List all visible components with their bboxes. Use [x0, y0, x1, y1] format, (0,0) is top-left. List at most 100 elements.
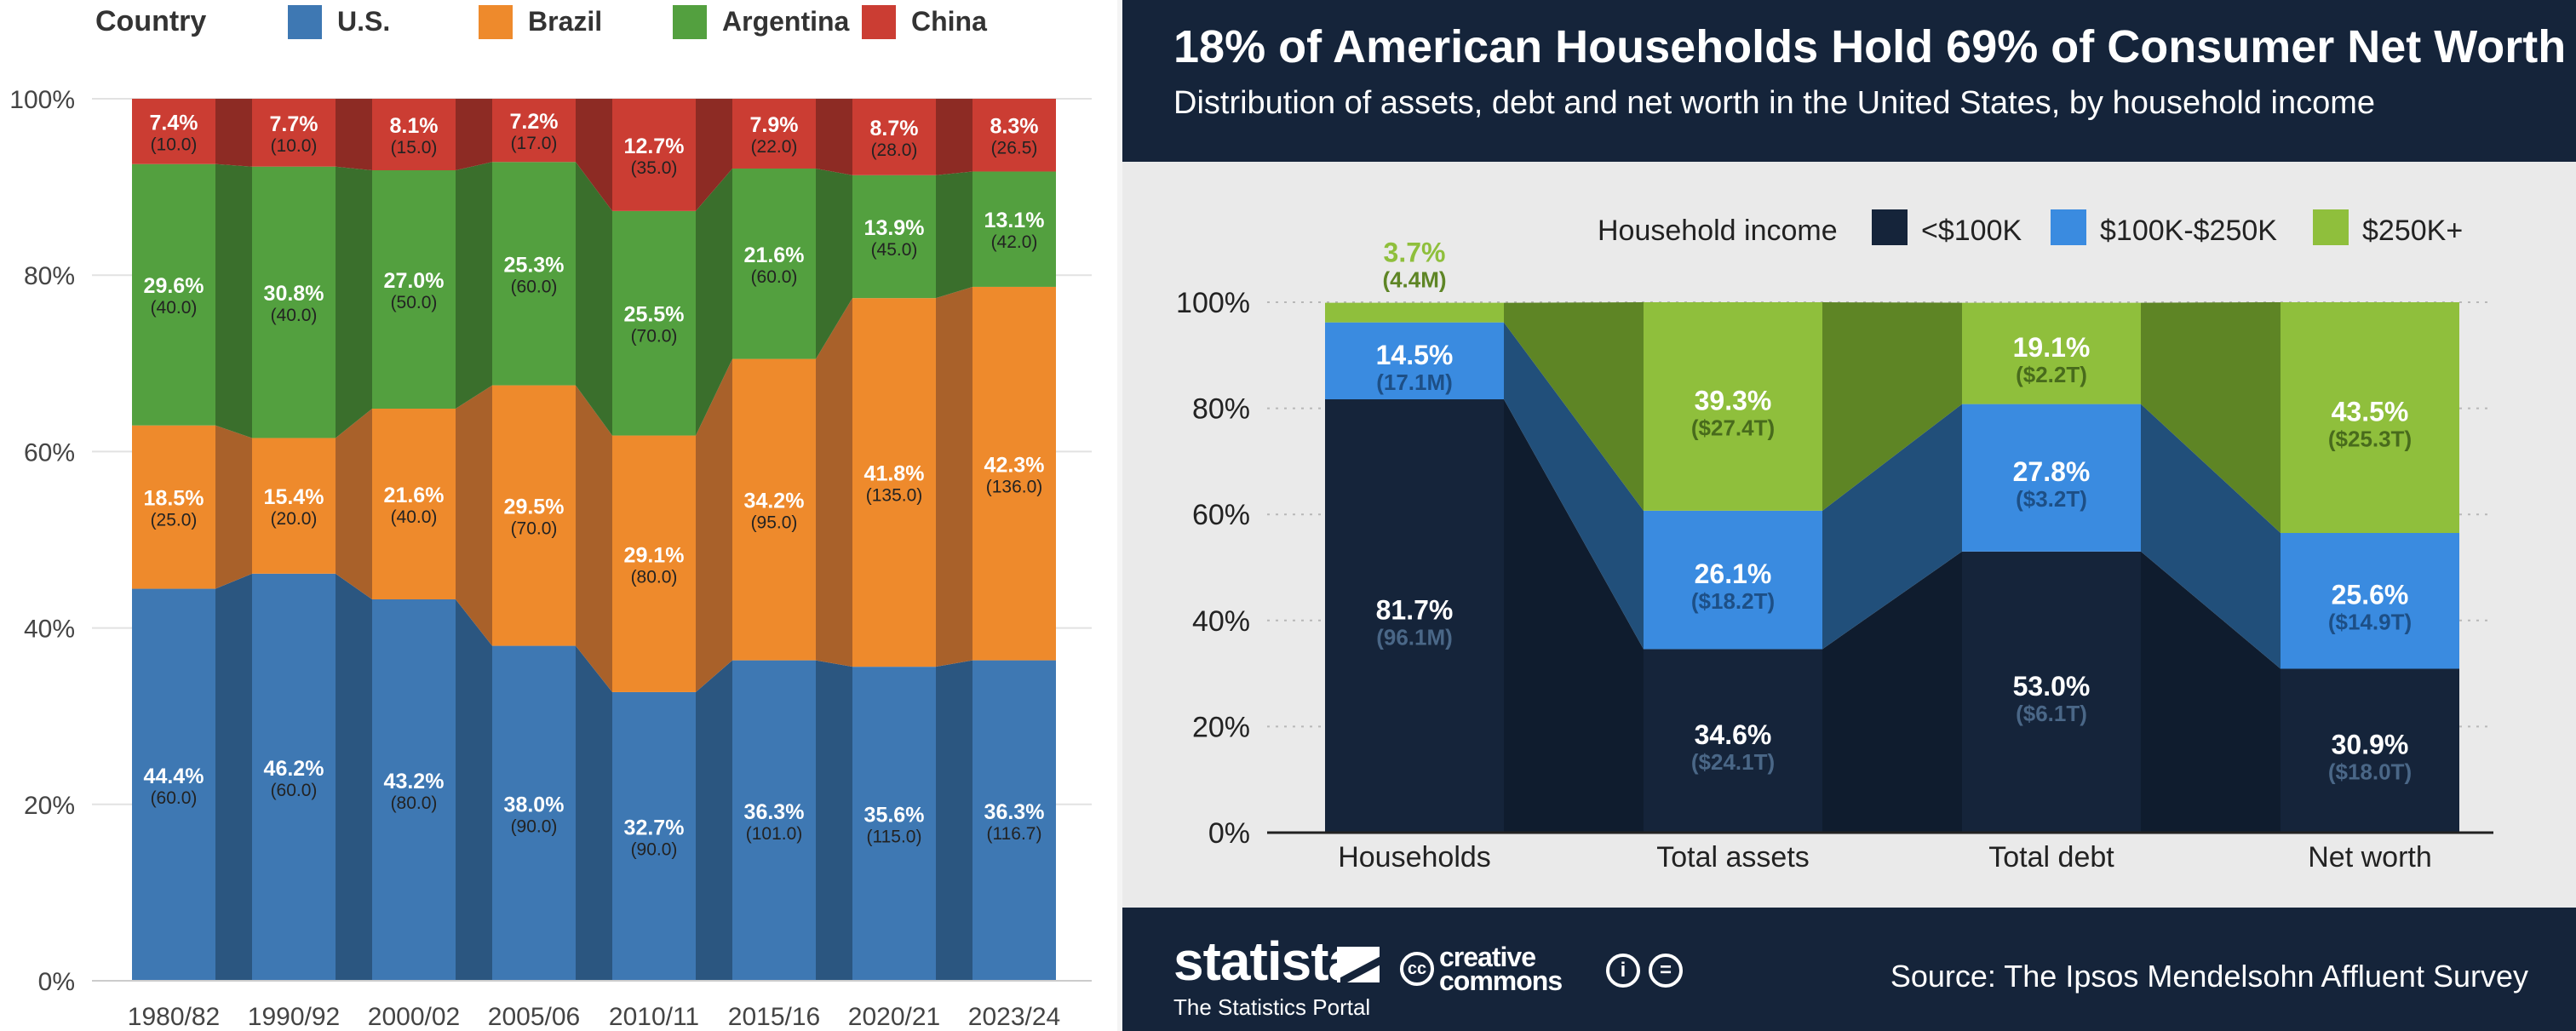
data-label-value: (17.1M)	[1376, 369, 1453, 395]
data-label-value: (116.7)	[987, 824, 1042, 844]
connector-band	[215, 425, 252, 589]
x-tick-label-3: 2005/06	[488, 1003, 580, 1031]
x-tick-label-1: Total assets	[1656, 841, 1810, 873]
connector-band	[1504, 302, 1644, 511]
net-worth-infographic-panel: 18% of American Households Hold 69% of C…	[1122, 0, 2576, 1031]
brand-tagline: The Statistics Portal	[1173, 994, 1371, 1020]
connector-band	[336, 99, 372, 170]
data-label-value: (80.0)	[391, 793, 438, 813]
bar-segment	[612, 99, 696, 211]
x-tick-label-5: 2015/16	[728, 1003, 820, 1031]
bar-segment	[972, 171, 1056, 287]
data-label-value: (60.0)	[751, 267, 798, 287]
data-label-value: ($2.2T)	[2016, 362, 2087, 387]
data-label-pct: 30.9%	[2332, 730, 2409, 760]
legend-label-2: Argentina	[722, 6, 850, 37]
legend-label-2: $250K+	[2362, 215, 2463, 247]
statista-logo[interactable]: statista	[1173, 931, 1358, 992]
bar-segment	[1644, 510, 1822, 650]
data-label-value: (26.5)	[991, 139, 1038, 158]
legend-swatch-2	[673, 5, 707, 39]
bar-segment	[1962, 551, 2141, 833]
bar-segment	[492, 162, 576, 386]
bar-segment	[1962, 404, 2141, 552]
bar-segment	[132, 163, 215, 426]
connector-band	[2141, 302, 2281, 534]
data-label-pct: 39.3%	[1695, 385, 1772, 415]
legend-label-1: $100K-$250K	[2100, 215, 2277, 247]
data-label-value: (28.0)	[871, 140, 918, 160]
legend-swatch-2	[2313, 209, 2349, 245]
x-tick-label-1: 1990/92	[248, 1003, 340, 1031]
connector-band	[215, 99, 252, 167]
bar-segment	[132, 99, 215, 164]
data-label-value: ($14.9T)	[2328, 610, 2412, 635]
data-label-value: (35.0)	[631, 158, 678, 178]
y-tick-label-2: 40%	[24, 616, 75, 644]
y-tick-label-3: 60%	[1192, 499, 1250, 531]
connector-band	[576, 99, 612, 211]
connector-band	[456, 385, 492, 646]
connector-band	[456, 162, 492, 409]
data-label-value: (60.0)	[151, 788, 198, 808]
x-tick-label-6: 2020/21	[848, 1003, 940, 1031]
bar-segment	[252, 166, 336, 438]
bar-segment	[612, 435, 696, 692]
legend-swatch-3	[862, 5, 896, 39]
data-label-pct: 25.6%	[2332, 580, 2409, 610]
bar-segment	[612, 210, 696, 436]
bar-segment	[972, 286, 1056, 661]
data-label-pct: 30.8%	[264, 282, 324, 306]
data-label-pct: 15.4%	[264, 485, 324, 509]
data-label-pct: 21.6%	[384, 484, 445, 507]
y-tick-label-2: 40%	[1192, 605, 1250, 638]
data-label-pct: 43.5%	[2332, 397, 2409, 427]
y-tick-label-4: 80%	[1192, 393, 1250, 426]
legend-title: Household income	[1598, 215, 1838, 247]
connector-band	[816, 660, 852, 981]
bar-segment	[492, 645, 576, 981]
bar-segment	[1325, 322, 1504, 400]
data-label-pct: 27.0%	[384, 269, 445, 293]
data-label-value: (95.0)	[751, 513, 798, 533]
data-label-pct: 25.5%	[624, 303, 685, 327]
connector-band	[816, 168, 852, 359]
legend-label-0: <$100K	[1921, 215, 2022, 247]
data-label-value: (45.0)	[871, 240, 918, 260]
bar-segment	[132, 588, 215, 981]
legend-label-3: China	[911, 6, 987, 37]
y-tick-label-3: 60%	[24, 438, 75, 467]
data-label-pct: 7.2%	[510, 110, 559, 134]
y-tick-label-4: 80%	[24, 262, 75, 290]
y-tick-label-5: 100%	[1176, 287, 1250, 319]
data-label-pct: 81.7%	[1376, 595, 1454, 626]
legend-swatch-0	[288, 5, 322, 39]
bar-segment	[132, 425, 215, 589]
x-tick-label-0: 1980/82	[128, 1003, 220, 1031]
bar-segment	[972, 99, 1056, 172]
data-label-pct: 38.0%	[504, 793, 565, 816]
data-label-pct: 29.1%	[624, 543, 685, 567]
data-label-pct: 12.7%	[624, 135, 685, 158]
connector-band	[576, 162, 612, 436]
y-tick-label-1: 20%	[1192, 711, 1250, 743]
creative-commons-icon: cc	[1400, 952, 1434, 986]
data-label-value: (80.0)	[631, 567, 678, 587]
bar-segment	[2281, 668, 2459, 833]
bar-segment	[732, 168, 816, 359]
connector-band	[576, 385, 612, 692]
data-label-pct: 13.1%	[984, 209, 1045, 232]
creative-commons-logo[interactable]: creative commons	[1439, 942, 1563, 996]
x-tick-label-2: 2000/02	[368, 1003, 460, 1031]
data-label-pct: 35.6%	[864, 804, 925, 828]
data-label-pct: 34.2%	[744, 490, 805, 513]
data-label-pct: 27.8%	[2013, 456, 2091, 487]
data-label-value: (22.0)	[751, 137, 798, 157]
connector-band	[936, 171, 972, 299]
connector-band	[1822, 404, 1962, 650]
data-label-pct: 21.6%	[744, 243, 805, 267]
connector-band	[336, 409, 372, 599]
data-label-value: (90.0)	[511, 816, 558, 836]
data-label-pct: 8.3%	[990, 115, 1039, 139]
data-label-pct: 7.4%	[150, 111, 198, 135]
